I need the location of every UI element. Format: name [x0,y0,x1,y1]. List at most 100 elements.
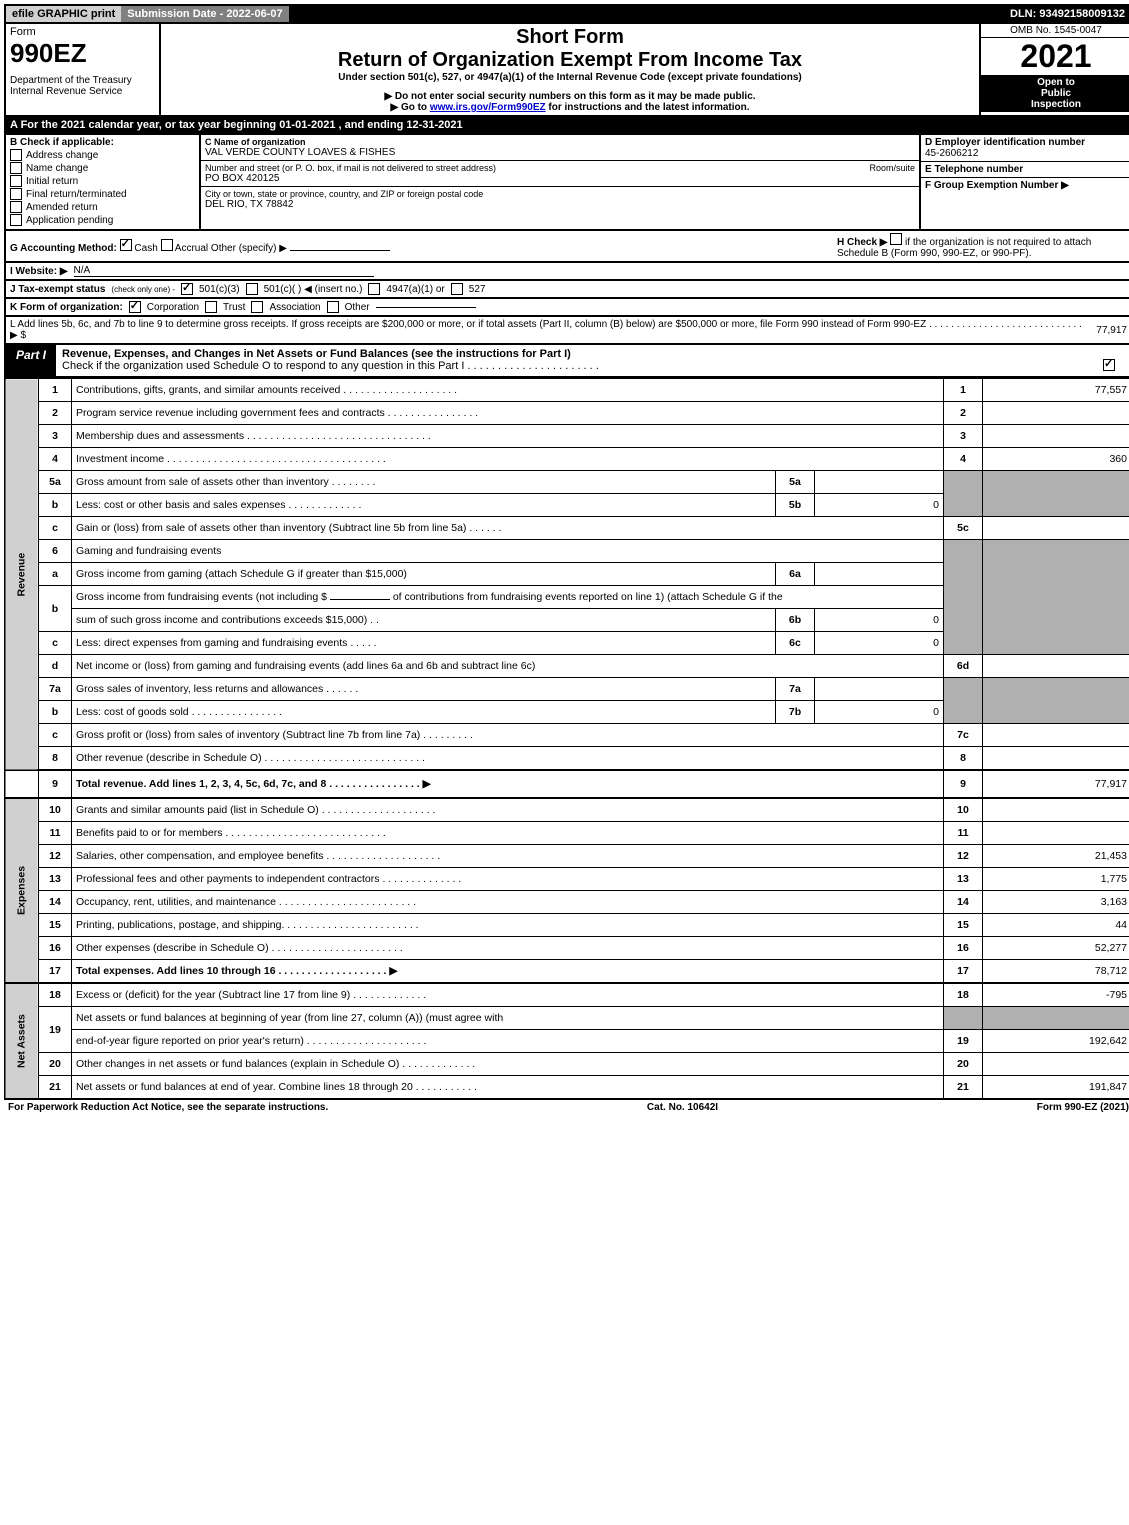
part1-title-text: Revenue, Expenses, and Changes in Net As… [62,348,571,360]
k-trust: Trust [223,302,245,313]
j-sub: (check only one) - [111,285,175,294]
chk-other-org[interactable] [327,301,339,313]
note-link: ▶ Go to www.irs.gov/Form990EZ for instru… [167,102,973,113]
table-row: 21Net assets or fund balances at end of … [5,1076,1129,1100]
chk-accrual[interactable] [161,239,173,251]
irs-label: Internal Revenue Service [10,86,155,97]
g-label: G Accounting Method: [10,243,117,254]
part1-table: Revenue 1 Contributions, gifts, grants, … [4,378,1129,1100]
other-org-input[interactable] [376,307,476,308]
website-value: N/A [74,265,374,277]
k-other: Other [345,302,370,313]
k-corp: Corporation [147,302,199,313]
chk-corporation[interactable] [129,301,141,313]
chk-cash[interactable] [120,239,132,251]
top-spacer [289,6,1004,22]
part1-checkbox-cell [1087,345,1129,376]
side-revenue: Revenue [5,379,39,771]
g-accounting: G Accounting Method: Cash Accrual Other … [10,239,390,254]
chk-amended[interactable]: Amended return [10,201,195,213]
chk-initial-return[interactable]: Initial return [10,175,195,187]
form-number: 990EZ [10,38,155,69]
dln-label: DLN: 93492158009132 [1004,6,1129,22]
org-name-row: C Name of organization VAL VERDE COUNTY … [201,135,919,161]
footer-left: For Paperwork Reduction Act Notice, see … [8,1102,328,1113]
c-label: C Name of organization [205,137,915,147]
h-check: H Check ▶ if the organization is not req… [837,233,1127,259]
part1-label: Part I [6,345,56,376]
table-row: 7aGross sales of inventory, less returns… [5,678,1129,701]
box-b-title: B Check if applicable: [10,137,195,148]
chk-schedule-o[interactable] [1103,359,1115,371]
table-row: 13Professional fees and other payments t… [5,868,1129,891]
inspection-3: Inspection [983,99,1129,110]
table-row: 6Gaming and fundraising events [5,540,1129,563]
contrib-amount-input[interactable] [330,599,390,600]
city-row: City or town, state or province, country… [201,187,919,212]
street-row: Number and street (or P. O. box, if mail… [201,161,919,187]
room-label: Room/suite [869,163,915,173]
info-block: B Check if applicable: Address change Na… [4,135,1129,231]
other-specify-input[interactable] [290,250,390,251]
chk-527[interactable] [451,283,463,295]
table-row: Revenue 1 Contributions, gifts, grants, … [5,379,1129,402]
part1-title: Revenue, Expenses, and Changes in Net As… [56,345,1087,376]
gross-receipts-value: 77,917 [1096,325,1127,336]
j-4947: 4947(a)(1) or [386,284,444,295]
ein-value: 45-2606212 [925,148,1127,159]
chk-4947[interactable] [368,283,380,295]
table-row: 12Salaries, other compensation, and empl… [5,845,1129,868]
note2-post: for instructions and the latest informat… [548,102,749,113]
cash-label: Cash [134,243,157,254]
other-specify-label: Other (specify) ▶ [211,243,287,254]
box-f: F Group Exemption Number ▶ [921,178,1129,193]
accrual-label: Accrual [175,243,208,254]
chk-address-change[interactable]: Address change [10,149,195,161]
table-row: 9Total revenue. Add lines 1, 2, 3, 4, 5c… [5,770,1129,798]
row-l: L Add lines 5b, 6c, and 7b to line 9 to … [4,317,1129,345]
chk-schedule-b[interactable] [890,233,902,245]
i-label: I Website: ▶ [10,266,68,277]
inspection-2: Public [983,88,1129,99]
efile-label: efile GRAPHIC print [6,6,121,22]
form-header: Form 990EZ Department of the Treasury In… [4,24,1129,117]
footer-right: Form 990-EZ (2021) [1037,1102,1129,1113]
e-label: E Telephone number [925,164,1127,175]
irs-link[interactable]: www.irs.gov/Form990EZ [430,102,546,113]
table-row: 8Other revenue (describe in Schedule O) … [5,747,1129,771]
table-row: 19Net assets or fund balances at beginni… [5,1007,1129,1030]
note2-pre: ▶ Go to [390,102,429,113]
table-row: 17Total expenses. Add lines 10 through 1… [5,960,1129,984]
tax-year: 2021 [981,38,1129,75]
table-row: 15Printing, publications, postage, and s… [5,914,1129,937]
table-row: Net Assets 18Excess or (deficit) for the… [5,983,1129,1007]
table-row: 3Membership dues and assessments . . . .… [5,425,1129,448]
chk-trust[interactable] [205,301,217,313]
chk-association[interactable] [251,301,263,313]
title-return: Return of Organization Exempt From Incom… [167,49,973,72]
table-row: dNet income or (loss) from gaming and fu… [5,655,1129,678]
chk-final-return[interactable]: Final return/terminated [10,188,195,200]
title-short-form: Short Form [167,26,973,49]
form-word: Form [10,26,155,38]
table-row: Expenses 10Grants and similar amounts pa… [5,798,1129,822]
table-row: cGain or (loss) from sale of assets othe… [5,517,1129,540]
top-bar: efile GRAPHIC print Submission Date - 20… [4,4,1129,24]
j-527: 527 [469,284,486,295]
chk-501c3[interactable] [181,283,193,295]
side-netassets: Net Assets [5,983,39,1099]
inspection-box: Open to Public Inspection [981,75,1129,112]
inspection-1: Open to [983,77,1129,88]
section-a: A For the 2021 calendar year, or tax yea… [4,117,1129,135]
table-row: 16Other expenses (describe in Schedule O… [5,937,1129,960]
row-j: J Tax-exempt status (check only one) - 5… [4,281,1129,299]
j-label: J Tax-exempt status [10,284,105,295]
chk-501c[interactable] [246,283,258,295]
h-label: H Check ▶ [837,237,887,248]
chk-name-change[interactable]: Name change [10,162,195,174]
org-name: VAL VERDE COUNTY LOAVES & FISHES [205,147,915,158]
header-left: Form 990EZ Department of the Treasury In… [6,24,161,115]
omb-number: OMB No. 1545-0047 [981,24,1129,38]
table-row: 11Benefits paid to or for members . . . … [5,822,1129,845]
chk-application-pending[interactable]: Application pending [10,214,195,226]
